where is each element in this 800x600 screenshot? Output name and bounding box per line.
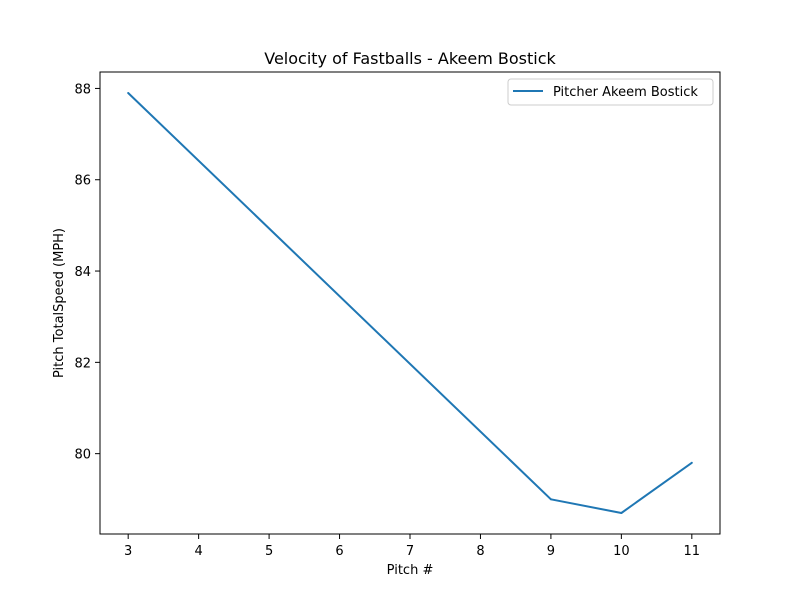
y-tick-label: 80	[74, 448, 91, 463]
y-tick-label: 88	[74, 82, 91, 97]
axis-ticks: 3 4 5 6 7 8 9 10 11 80 82 84 86 88	[74, 82, 700, 559]
x-tick-label: 3	[124, 544, 132, 559]
data-point	[549, 498, 552, 501]
x-tick-label: 6	[335, 544, 343, 559]
legend: Pitcher Akeem Bostick	[507, 78, 714, 106]
x-tick-label: 5	[265, 544, 273, 559]
chart-title: Velocity of Fastballs - Akeem Bostick	[264, 49, 556, 68]
x-tick-label: 7	[406, 544, 414, 559]
x-tick-label: 11	[684, 544, 701, 559]
x-tick-label: 4	[194, 544, 202, 559]
series-line	[127, 92, 693, 514]
y-axis-label: Pitch TotalSpeed (MPH)	[52, 228, 67, 378]
x-tick-label: 10	[613, 544, 630, 559]
legend-label: Pitcher Akeem Bostick	[553, 85, 698, 100]
y-tick-label: 82	[74, 356, 91, 371]
plot-area	[127, 92, 693, 514]
x-tick-label: 8	[476, 544, 484, 559]
x-tick-label: 9	[547, 544, 555, 559]
data-point	[620, 512, 623, 514]
y-tick-label: 86	[74, 174, 91, 189]
y-tick-label: 84	[74, 265, 91, 280]
legend-box	[507, 78, 714, 106]
data-point	[690, 461, 693, 464]
data-point	[127, 92, 130, 94]
axes-frame	[99, 71, 721, 535]
x-axis-label: Pitch #	[387, 563, 434, 578]
